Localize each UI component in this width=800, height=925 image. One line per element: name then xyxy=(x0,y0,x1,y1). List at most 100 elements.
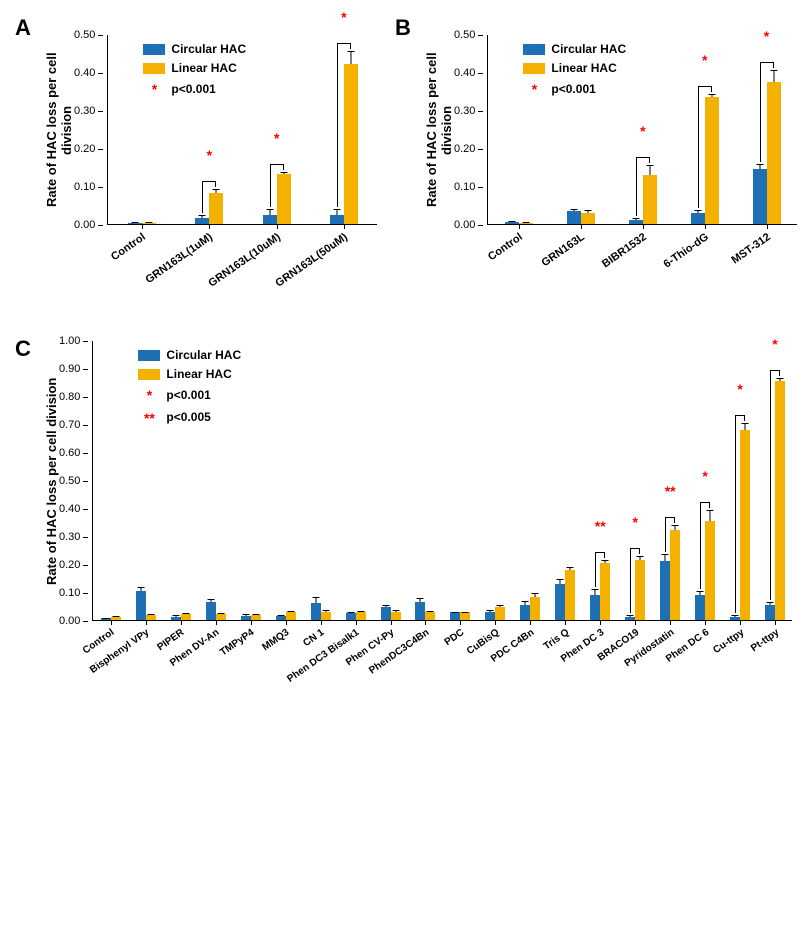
bar-linear xyxy=(565,570,575,620)
significance-marker: * xyxy=(702,52,707,68)
bar-group: * xyxy=(736,82,798,225)
bar-linear xyxy=(251,615,261,620)
x-tick-label: GRN163L xyxy=(539,231,586,269)
bar-linear xyxy=(635,560,645,620)
bar-circular xyxy=(241,616,251,620)
bar-circular xyxy=(485,612,495,620)
y-tick-label: 0.50 xyxy=(74,30,95,41)
significance-marker: * xyxy=(737,381,742,397)
bar-circular xyxy=(660,561,670,620)
bar-linear xyxy=(277,174,291,224)
bar-group: ** xyxy=(583,563,618,620)
bar-linear xyxy=(495,607,505,620)
panel-b: B Rate of HAC loss per cell division0.50… xyxy=(400,20,780,301)
y-axis-label: Rate of HAC loss per cell division xyxy=(420,35,454,225)
bar-linear xyxy=(581,213,595,224)
legend-swatch xyxy=(523,63,545,74)
legend-p1: *p<0.001 xyxy=(143,78,246,100)
bar-linear xyxy=(142,223,156,224)
bar-circular xyxy=(330,215,344,225)
x-tick-label: PDC xyxy=(442,627,466,648)
bar-group xyxy=(548,570,583,620)
y-tick-label: 0.30 xyxy=(74,106,95,117)
y-tick-label: 0.10 xyxy=(454,182,475,193)
legend-swatch xyxy=(138,350,160,361)
significance-marker: * xyxy=(207,147,212,163)
bar-circular xyxy=(171,617,181,620)
bar-circular xyxy=(505,222,519,224)
bar-circular xyxy=(450,612,460,620)
legend: Circular HACLinear HAC*p<0.001 xyxy=(143,40,246,101)
bar-circular xyxy=(276,616,286,620)
bar-linear xyxy=(216,614,226,620)
y-axis-label: Rate of HAC loss per cell division xyxy=(40,35,74,225)
legend-text: Circular HAC xyxy=(166,346,241,365)
bar-linear xyxy=(767,82,781,225)
bar-group: * xyxy=(243,174,310,224)
legend-text: p<0.001 xyxy=(551,80,595,99)
bar-group xyxy=(93,617,128,620)
significance-marker: * xyxy=(341,9,346,25)
bar-linear xyxy=(740,430,750,620)
bar-circular xyxy=(263,215,277,225)
legend-swatch xyxy=(143,63,165,74)
bar-group: * xyxy=(674,97,736,224)
y-tick-label: 0.50 xyxy=(454,30,475,41)
legend-swatch xyxy=(138,369,160,380)
bar-linear xyxy=(146,615,156,620)
x-tick-label: Tris Q xyxy=(541,627,571,652)
y-tick-label: 0.20 xyxy=(59,560,80,571)
y-tick-label: 0.30 xyxy=(59,532,80,543)
legend-text: p<0.001 xyxy=(166,386,210,405)
bar-group xyxy=(550,211,612,224)
significance-marker: ** xyxy=(595,518,606,534)
x-tick-label: TMPyP4 xyxy=(218,627,256,658)
bar-group xyxy=(373,607,408,620)
legend-text: Linear HAC xyxy=(171,59,236,78)
y-tick-label: 0.60 xyxy=(59,448,80,459)
significance-marker: * xyxy=(702,468,707,484)
legend-p1: *p<0.001 xyxy=(138,384,241,406)
bar-circular xyxy=(206,602,216,620)
bar-group xyxy=(408,602,443,620)
legend: Circular HACLinear HAC*p<0.001 xyxy=(523,40,626,101)
x-tick-label: Control xyxy=(486,231,525,263)
bar-circular xyxy=(567,211,581,224)
legend-p2: **p<0.005 xyxy=(138,407,241,429)
bar-linear xyxy=(321,612,331,620)
significance-marker: * xyxy=(772,336,777,352)
y-tick-label: 0.00 xyxy=(74,220,95,231)
significance-marker: ** xyxy=(665,483,676,499)
bar-linear xyxy=(181,614,191,620)
bar-linear xyxy=(643,175,657,224)
bar-group xyxy=(513,597,548,620)
bar-circular xyxy=(625,617,635,620)
legend-circular: Circular HAC xyxy=(138,346,241,365)
legend-text: p<0.001 xyxy=(171,80,215,99)
y-tick-label: 0.00 xyxy=(59,616,80,627)
legend-text: Circular HAC xyxy=(171,40,246,59)
x-tick-label: PhenDC3C4Bn xyxy=(367,627,431,676)
bar-group: * xyxy=(758,381,793,620)
y-tick-label: 0.90 xyxy=(59,364,80,375)
bar-linear xyxy=(111,617,121,620)
y-tick-label: 0.20 xyxy=(454,144,475,155)
y-tick-label: 0.00 xyxy=(454,220,475,231)
legend-swatch xyxy=(143,44,165,55)
bar-circular xyxy=(136,591,146,620)
x-tick-label: 6-Thio-dG xyxy=(661,231,710,271)
bar-circular xyxy=(128,223,142,224)
legend-linear: Linear HAC xyxy=(143,59,246,78)
legend-swatch xyxy=(523,44,545,55)
x-tick-label: Pt-ttpy xyxy=(749,627,781,654)
panel-c-label: C xyxy=(15,336,31,362)
legend-text: p<0.005 xyxy=(166,408,210,427)
legend-text: Circular HAC xyxy=(551,40,626,59)
bar-group: * xyxy=(618,560,653,620)
bar-group xyxy=(488,222,550,224)
significance-marker: * xyxy=(632,514,637,530)
panel-c: C Rate of HAC loss per cell division1.00… xyxy=(20,341,780,722)
legend-text: Linear HAC xyxy=(551,59,616,78)
x-tick-label: GRN163L(1uM) xyxy=(144,231,215,286)
bar-group xyxy=(163,614,198,620)
